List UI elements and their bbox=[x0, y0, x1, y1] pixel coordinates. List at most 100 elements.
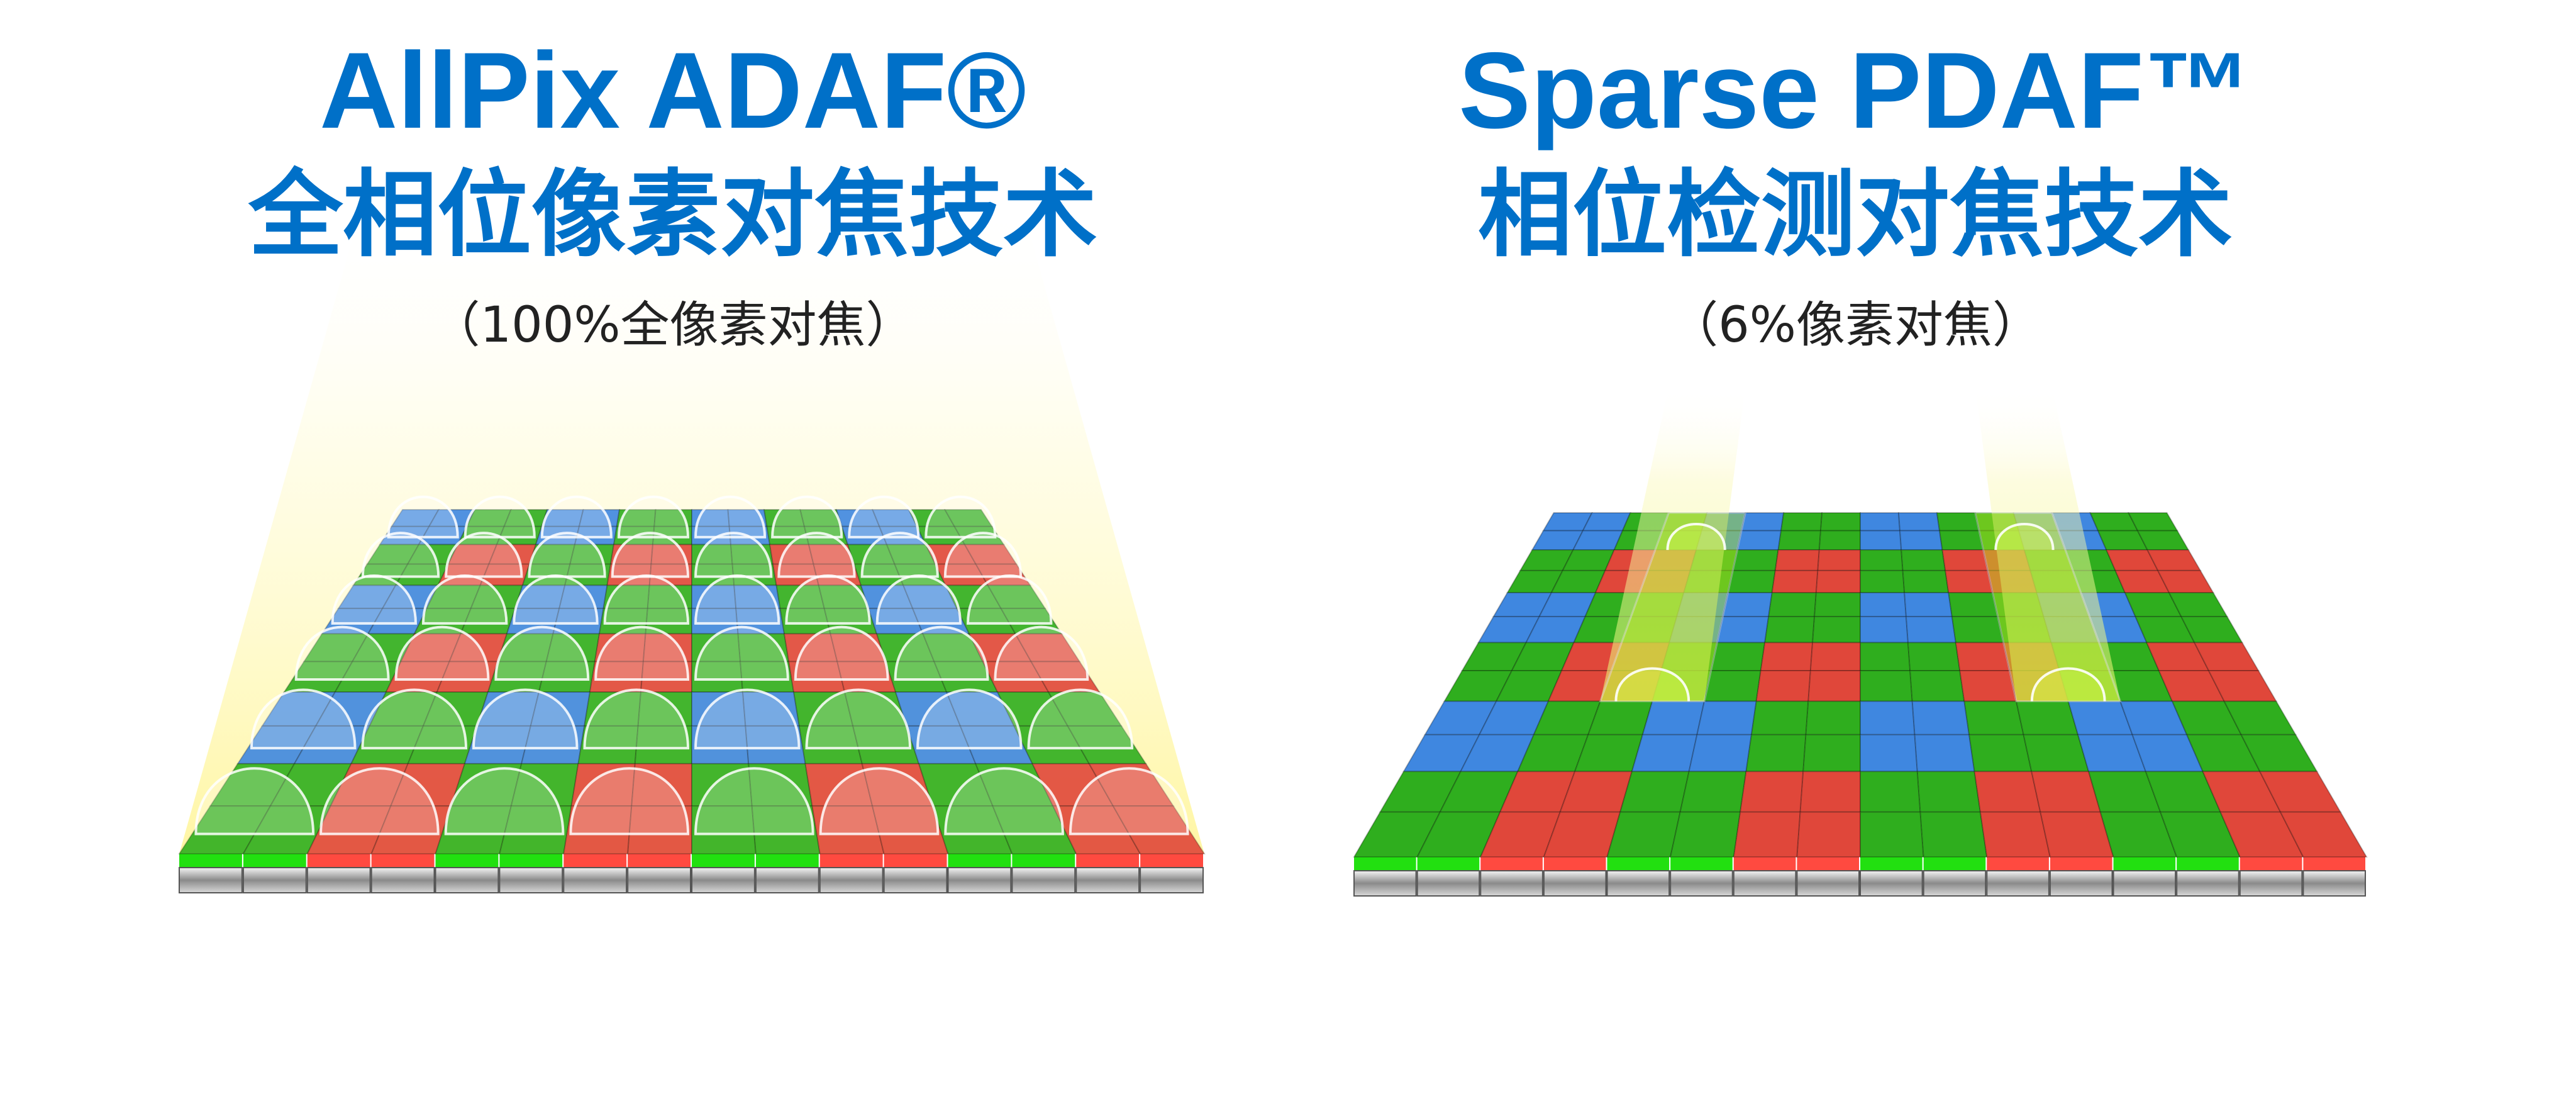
pixel-cell bbox=[1968, 734, 2033, 773]
left-subtitle: 全相位像素对焦技术 bbox=[248, 160, 1097, 270]
pixel-cell bbox=[1860, 811, 1924, 858]
microlens-dome bbox=[319, 767, 440, 836]
pixel-front-face bbox=[307, 854, 370, 868]
microlens-dome bbox=[394, 625, 490, 681]
microlens-dome bbox=[294, 625, 390, 681]
microlens-dome bbox=[494, 625, 590, 681]
pixel-cell bbox=[1860, 530, 1902, 551]
pixel-cell bbox=[1727, 569, 1776, 594]
microlens-dome bbox=[805, 688, 912, 750]
sensor-base bbox=[370, 867, 435, 893]
pixel-front-face bbox=[2050, 857, 2112, 871]
pixel-cell bbox=[1764, 616, 1816, 644]
pixel-cell bbox=[1860, 734, 1918, 773]
pdaf-light-beam bbox=[1600, 387, 1746, 702]
pdaf-microlens-dome bbox=[2030, 667, 2106, 702]
pixel-cell bbox=[1750, 700, 1809, 735]
microlens-dome bbox=[611, 532, 690, 578]
pixel-front-face bbox=[499, 854, 563, 868]
pixel-cell bbox=[1945, 569, 1994, 594]
microlens-dome bbox=[777, 532, 856, 578]
pixel-front-face bbox=[1923, 857, 1986, 871]
pixel-front-face bbox=[948, 854, 1011, 868]
microlens-dome bbox=[528, 532, 606, 578]
pixel-front-face bbox=[2113, 857, 2176, 871]
pixel-cell bbox=[1814, 592, 1861, 618]
pixel-cell bbox=[1955, 642, 2011, 671]
pixel-front-face bbox=[1417, 857, 1480, 871]
pixel-front-face bbox=[1140, 854, 1203, 868]
pixel-cell bbox=[1936, 512, 1980, 532]
sensor-base bbox=[179, 867, 243, 893]
sensor-base bbox=[627, 867, 691, 893]
pixel-front-face bbox=[884, 854, 947, 868]
pixel-cell bbox=[1860, 512, 1901, 532]
microlens-dome bbox=[771, 495, 843, 539]
sensor-base bbox=[499, 867, 564, 893]
pixel-cell bbox=[1860, 642, 1911, 671]
pixel-cell bbox=[1112, 805, 1206, 854]
microlens-dome bbox=[472, 688, 579, 750]
pixel-cell bbox=[1679, 771, 1747, 813]
pixel-cell bbox=[1860, 700, 1916, 735]
microlens-dome bbox=[916, 688, 1023, 750]
microlens-dome bbox=[894, 625, 989, 681]
pixel-front-face bbox=[1076, 854, 1140, 868]
pixel-cell bbox=[1807, 669, 1861, 702]
microlens-dome bbox=[617, 495, 690, 539]
sensor-base bbox=[1543, 870, 1607, 897]
pixel-cell bbox=[1959, 669, 2018, 702]
pixel-cell bbox=[1809, 642, 1861, 671]
microlens-dome bbox=[819, 767, 940, 836]
pixel-front-face bbox=[564, 854, 627, 868]
right-title: Sparse PDAF™ bbox=[1458, 30, 2252, 151]
sensor-base bbox=[1353, 870, 1417, 897]
pixel-cell bbox=[1904, 592, 1953, 618]
sensor-base bbox=[1416, 870, 1480, 897]
pixel-cell bbox=[1796, 811, 1861, 858]
sensor-base bbox=[755, 867, 819, 893]
pixel-cell bbox=[1716, 616, 1770, 644]
pixel-cell bbox=[1736, 530, 1782, 551]
pixel-cell bbox=[2015, 700, 2079, 735]
microlens-dome bbox=[924, 495, 997, 539]
microlens-dome bbox=[994, 625, 1089, 681]
pixel-cell bbox=[1780, 512, 1823, 532]
microlens-dome bbox=[387, 495, 459, 539]
left-note: （100%全像素对焦） bbox=[431, 297, 915, 354]
microlens-dome bbox=[848, 495, 920, 539]
pixel-cell bbox=[1902, 569, 1950, 594]
pixel-cell bbox=[1802, 734, 1861, 773]
microlens-dome bbox=[569, 767, 690, 836]
sensor-base bbox=[2112, 870, 2177, 897]
pixel-cell bbox=[1860, 616, 1909, 644]
pixel-cell bbox=[1905, 616, 1957, 644]
sensor-base bbox=[1670, 870, 1733, 897]
pixel-front-face bbox=[1797, 857, 1859, 871]
pixel-front-face bbox=[435, 854, 499, 868]
pixel-front-face bbox=[2240, 857, 2302, 871]
pixel-cell bbox=[1696, 700, 1757, 735]
pixel-cell bbox=[1818, 530, 1861, 551]
sensor-base bbox=[563, 867, 628, 893]
microlens-dome bbox=[785, 574, 871, 625]
sensor-base bbox=[2239, 870, 2303, 897]
pdaf-microlens-dome bbox=[1994, 523, 2055, 551]
pixel-front-face bbox=[1860, 857, 1923, 871]
microlens-dome bbox=[943, 532, 1023, 578]
pixel-cell bbox=[1914, 734, 1975, 773]
sensor-base bbox=[2302, 870, 2366, 897]
pixel-cell bbox=[1819, 512, 1861, 532]
pixel-front-face bbox=[1480, 857, 1543, 871]
pixel-front-face bbox=[1987, 857, 2049, 871]
microlens-dome bbox=[694, 532, 773, 578]
pixel-cell bbox=[1897, 512, 1941, 532]
pdaf-light-beam bbox=[1975, 387, 2121, 702]
microlens-dome bbox=[694, 688, 801, 750]
microlens-dome bbox=[694, 625, 789, 681]
pixel-cell bbox=[1815, 569, 1861, 594]
pixel-cell bbox=[1739, 771, 1804, 813]
sensor-base bbox=[1480, 870, 1543, 897]
pixel-front-face bbox=[2177, 857, 2239, 871]
